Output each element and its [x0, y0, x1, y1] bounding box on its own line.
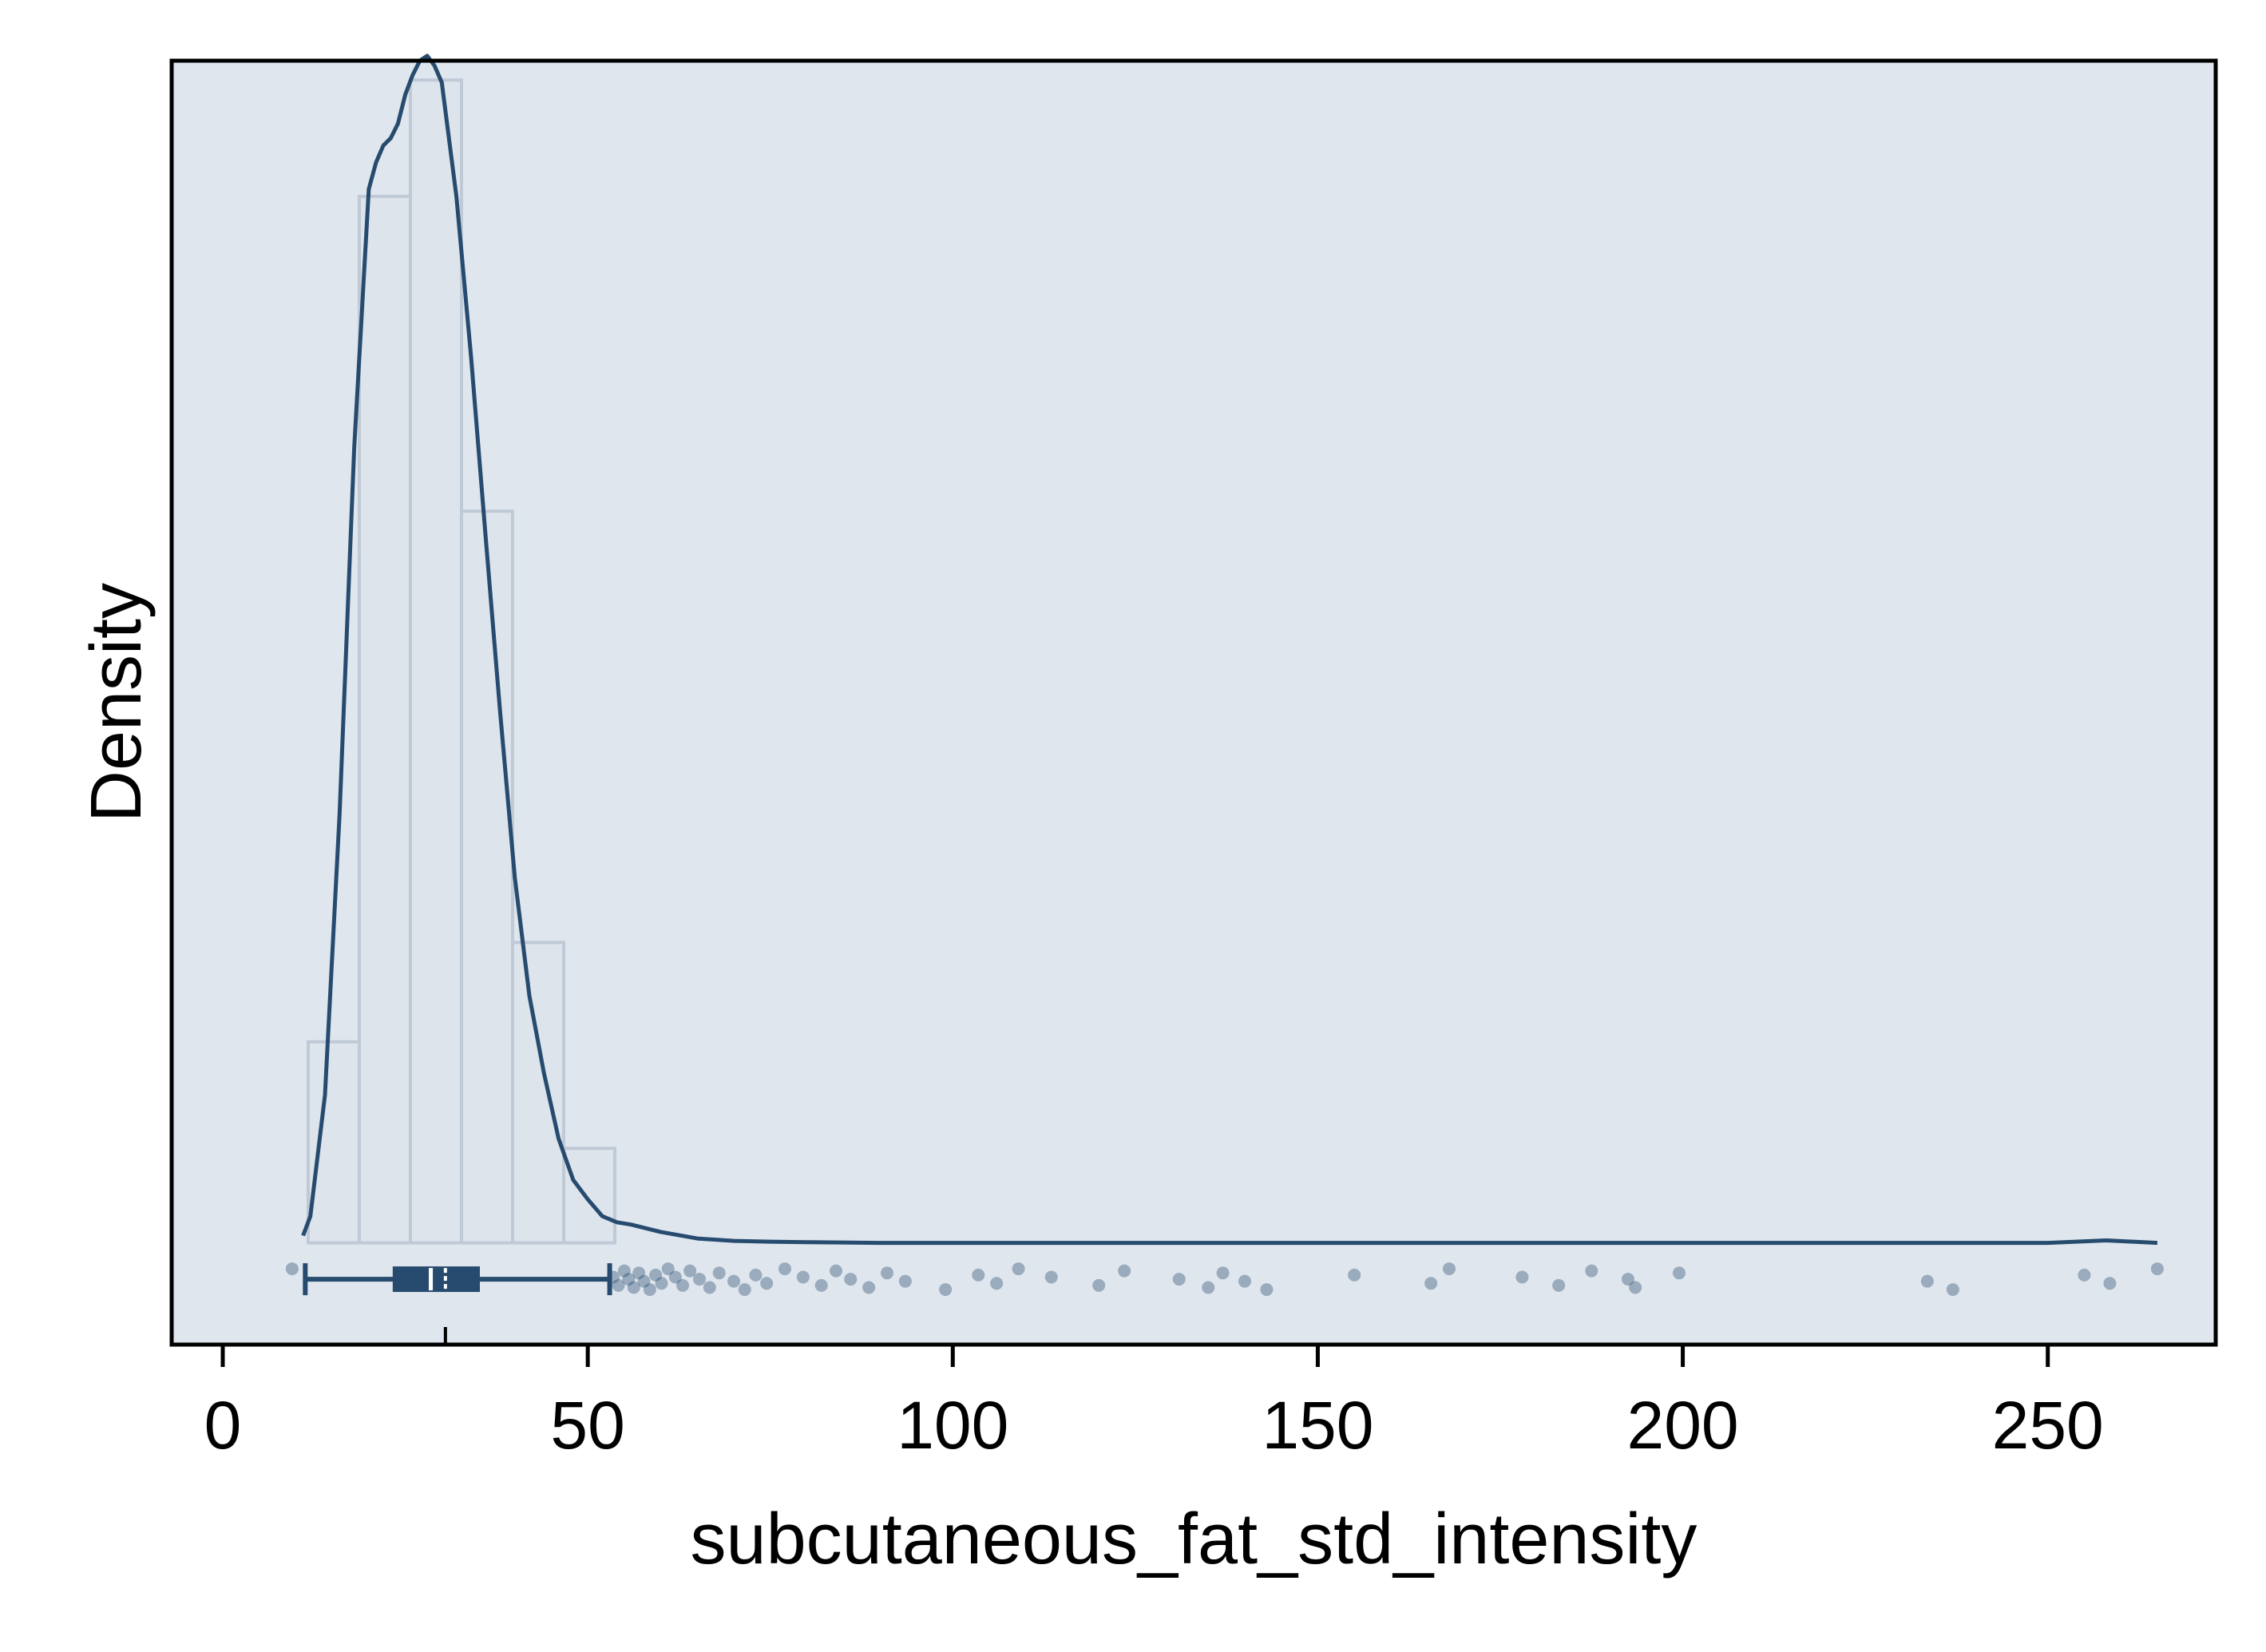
- outlier-point: [1202, 1281, 1215, 1294]
- histogram-bar: [306, 1040, 361, 1245]
- outlier-point: [2103, 1277, 2117, 1290]
- outlier-point: [1673, 1266, 1686, 1280]
- outlier-point: [668, 1270, 682, 1284]
- outlier-point: [939, 1283, 953, 1297]
- outlier-point: [2150, 1262, 2164, 1276]
- outlier-point: [1118, 1264, 1131, 1278]
- histogram-bar: [459, 509, 514, 1245]
- outlier-point: [1920, 1274, 1934, 1288]
- histogram-bar: [561, 1147, 616, 1245]
- outlier-point: [1172, 1273, 1186, 1286]
- outlier-point: [844, 1273, 858, 1286]
- outlier-point: [622, 1273, 636, 1286]
- x-tick-label: 50: [550, 1388, 624, 1463]
- outlier-point: [1424, 1277, 1438, 1290]
- outlier-point: [612, 1278, 625, 1292]
- outlier-point: [1946, 1283, 1959, 1297]
- outlier-point: [830, 1264, 842, 1278]
- outlier-point: [862, 1281, 876, 1294]
- outlier-point: [727, 1274, 740, 1288]
- outlier-point: [617, 1264, 631, 1278]
- outlier-point: [1443, 1262, 1456, 1276]
- x-tick-label: 100: [897, 1388, 1008, 1463]
- outlier-point: [683, 1264, 697, 1278]
- outlier-point: [2078, 1268, 2091, 1282]
- outlier-point: [712, 1266, 726, 1280]
- outlier-point: [676, 1278, 689, 1292]
- outlier-point: [661, 1262, 675, 1276]
- outlier-point: [1629, 1281, 1642, 1294]
- outlier-point: [1348, 1268, 1361, 1282]
- outlier-point: [285, 1262, 299, 1276]
- outlier-point: [881, 1266, 893, 1280]
- outlier-point: [693, 1273, 707, 1286]
- outlier-point: [972, 1268, 985, 1282]
- outlier-point: [1092, 1278, 1106, 1292]
- outlier-points-layer: [285, 1262, 2164, 1297]
- outlier-point: [1552, 1278, 1566, 1292]
- x-tick-label: 250: [1992, 1388, 2104, 1463]
- boxplot-box: [392, 1266, 481, 1293]
- outlier-point: [1260, 1283, 1274, 1297]
- histogram-bar: [408, 78, 463, 1245]
- histogram-bar: [357, 194, 412, 1245]
- outlier-point: [749, 1268, 763, 1282]
- outlier-point: [1044, 1270, 1058, 1284]
- outlier-point: [1012, 1262, 1025, 1276]
- x-tick-label: 0: [204, 1388, 242, 1463]
- outlier-point: [814, 1278, 828, 1292]
- outlier-point: [1515, 1270, 1529, 1284]
- plot-frame: [169, 58, 2218, 1347]
- outlier-point: [760, 1277, 774, 1290]
- outlier-point: [796, 1270, 810, 1284]
- x-axis-title: subcutaneous_fat_std_intensity: [691, 1499, 1698, 1579]
- outlier-point: [632, 1266, 646, 1280]
- outlier-point: [637, 1274, 651, 1288]
- outlier-point: [643, 1283, 656, 1297]
- histogram-bar: [510, 941, 565, 1245]
- histogram-bars: [306, 78, 616, 1245]
- outlier-point: [655, 1277, 668, 1290]
- x-tick-label: 150: [1262, 1388, 1373, 1463]
- outlier-point: [649, 1268, 663, 1282]
- x-axis-ticks: 0 50 100 150 200 250: [204, 1346, 2104, 1463]
- outlier-point: [990, 1277, 1004, 1290]
- outlier-point: [1622, 1273, 1634, 1286]
- outlier-point: [1238, 1274, 1251, 1288]
- outlier-point: [738, 1283, 751, 1297]
- outlier-point: [627, 1281, 640, 1294]
- density-curve-layer: [301, 53, 2158, 1246]
- outlier-point: [1585, 1264, 1598, 1278]
- x-tick-label: 200: [1626, 1388, 1738, 1463]
- outlier-point: [703, 1281, 716, 1294]
- density-curve: [301, 53, 2158, 1246]
- outlier-point: [1216, 1266, 1230, 1280]
- outlier-point: [898, 1274, 912, 1288]
- boxplot-layer: [303, 1263, 612, 1345]
- y-axis-title: Density: [77, 583, 156, 822]
- outlier-point: [778, 1262, 791, 1276]
